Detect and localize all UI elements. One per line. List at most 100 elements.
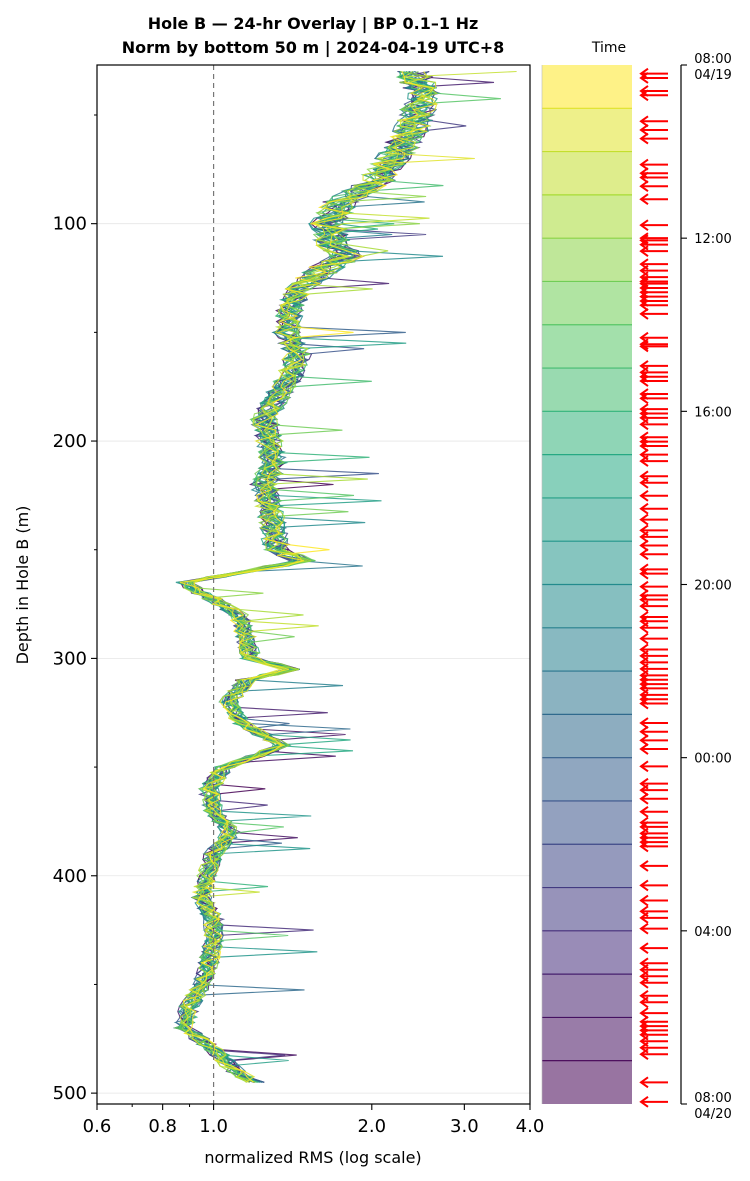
series-line	[179, 70, 517, 1083]
event-marker-arrowhead	[639, 840, 649, 853]
event-marker-arrowhead	[639, 792, 649, 805]
series-line	[179, 71, 439, 1083]
event-marker-arrowhead	[639, 725, 649, 738]
y-tick-label: 500	[53, 1083, 87, 1104]
colorbar-band	[542, 324, 632, 369]
time-tick-label: 04:00	[694, 925, 731, 940]
colorbar-band	[542, 887, 632, 931]
x-tick-label: 0.6	[83, 1116, 112, 1137]
colorbar-band	[542, 714, 632, 758]
colorbar-band	[542, 411, 632, 455]
colorbar-band	[542, 584, 632, 628]
event-marker-arrowhead	[639, 976, 649, 989]
event-marker-arrowhead	[639, 860, 649, 872]
colorbar-band	[542, 65, 632, 109]
event-marker-arrowhead	[639, 455, 649, 467]
event-marker-arrowhead	[639, 72, 649, 84]
event-marker-arrowhead	[639, 912, 649, 924]
colorbar-band	[542, 930, 632, 975]
time-tick-date: 04/19	[694, 68, 731, 83]
colorbar-band	[542, 541, 632, 585]
colorbar-band	[542, 151, 632, 195]
event-marker-arrowhead	[639, 124, 649, 136]
x-tick-label: 4.0	[516, 1116, 545, 1137]
chart-title-line2: Norm by bottom 50 m | 2024-04-19 UTC+8	[122, 38, 505, 58]
y-tick-label: 100	[53, 214, 87, 235]
event-marker-arrowhead	[639, 922, 649, 935]
event-marker-arrowhead	[639, 219, 649, 231]
event-marker-arrowhead	[639, 308, 649, 320]
time-tick-label: 20:00	[694, 579, 731, 594]
event-marker-arrowhead	[639, 717, 649, 729]
colorbar-band	[542, 671, 632, 715]
x-tick-label: 1.0	[199, 1116, 228, 1137]
chart-title-line1: Hole B — 24-hr Overlay | BP 0.1–1 Hz	[148, 14, 479, 34]
event-marker-arrowhead	[639, 805, 649, 818]
event-marker-arrowhead	[639, 539, 649, 552]
colorbar-band	[542, 368, 632, 412]
colorbar-band	[542, 238, 632, 282]
event-marker-arrowhead	[639, 299, 649, 312]
event-marker-arrowhead	[639, 115, 649, 128]
event-marker-arrowhead	[639, 440, 649, 452]
event-marker-arrowhead	[639, 1076, 649, 1089]
event-marker-arrowhead	[639, 632, 649, 645]
event-marker-arrowhead	[639, 784, 649, 796]
event-marker-arrowhead	[639, 340, 649, 353]
event-marker-arrowhead	[639, 158, 649, 171]
colorbar-band	[542, 1017, 632, 1061]
plot-frame	[96, 64, 531, 1105]
event-marker-arrowhead	[639, 180, 649, 193]
colorbar-band	[542, 454, 632, 498]
colorbar-band	[542, 108, 632, 152]
colorbar-band	[542, 974, 632, 1018]
event-marker-arrowhead	[639, 600, 649, 612]
series-group	[172, 70, 517, 1083]
event-marker-arrowhead	[639, 580, 649, 593]
colorbar-band	[542, 281, 632, 325]
colorbar-band	[542, 497, 632, 542]
event-marker-arrowhead	[639, 489, 649, 502]
time-tick-label: 12:00	[694, 232, 731, 247]
event-marker-arrowhead	[639, 476, 649, 489]
event-marker-arrowhead	[639, 418, 649, 431]
event-marker-arrowhead	[639, 513, 649, 526]
x-axis-label: normalized RMS (log scale)	[204, 1148, 421, 1167]
event-marker-arrowhead	[639, 942, 649, 954]
event-marker-arrowhead	[639, 879, 649, 892]
event-marker-arrowhead	[639, 531, 649, 543]
x-tick-label: 0.8	[148, 1116, 177, 1137]
y-axis-label: Depth in Hole B (m)	[13, 506, 32, 665]
event-marker-arrowhead	[639, 392, 649, 405]
time-tick-label: 08:00	[694, 1091, 731, 1106]
event-marker-arrowhead	[639, 338, 649, 351]
event-marker-arrowhead	[639, 548, 649, 561]
time-tick-label: 08:00	[694, 52, 731, 67]
time-tick-label: 16:00	[694, 405, 731, 420]
colorbar-band	[542, 627, 632, 672]
event-marker-arrowhead	[639, 697, 649, 710]
series-line	[183, 71, 475, 1083]
event-marker-arrowhead	[639, 502, 649, 515]
event-marker-arrowhead	[639, 760, 649, 773]
event-marker-arrowhead	[639, 1096, 649, 1108]
event-marker-arrowhead	[639, 375, 649, 387]
x-tick-label: 3.0	[450, 1116, 479, 1137]
colorbar-band	[542, 757, 632, 801]
y-tick-label: 300	[53, 648, 87, 669]
time-colorbar: 08:0004/1912:0016:0020:0000:0004:0008:00…	[541, 52, 732, 1122]
time-tick-date: 04/20	[694, 1107, 731, 1122]
event-marker-arrowhead	[639, 193, 649, 206]
event-marker-arrowhead	[639, 621, 649, 634]
colorbar-band	[542, 800, 632, 845]
colorbar-label: Time	[591, 40, 626, 56]
plot-area: 100 200 300 400 500 0.6 0.8 1.0 2.0 3.0 4.0	[53, 64, 545, 1137]
event-marker-arrowhead	[639, 1007, 649, 1019]
event-marker-arrowhead	[639, 996, 649, 1009]
event-marker-arrowhead	[639, 132, 649, 145]
event-marker-arrowhead	[639, 743, 649, 755]
event-marker-arrowhead	[639, 171, 649, 184]
y-tick-label: 200	[53, 431, 87, 452]
colorbar-band	[542, 194, 632, 239]
